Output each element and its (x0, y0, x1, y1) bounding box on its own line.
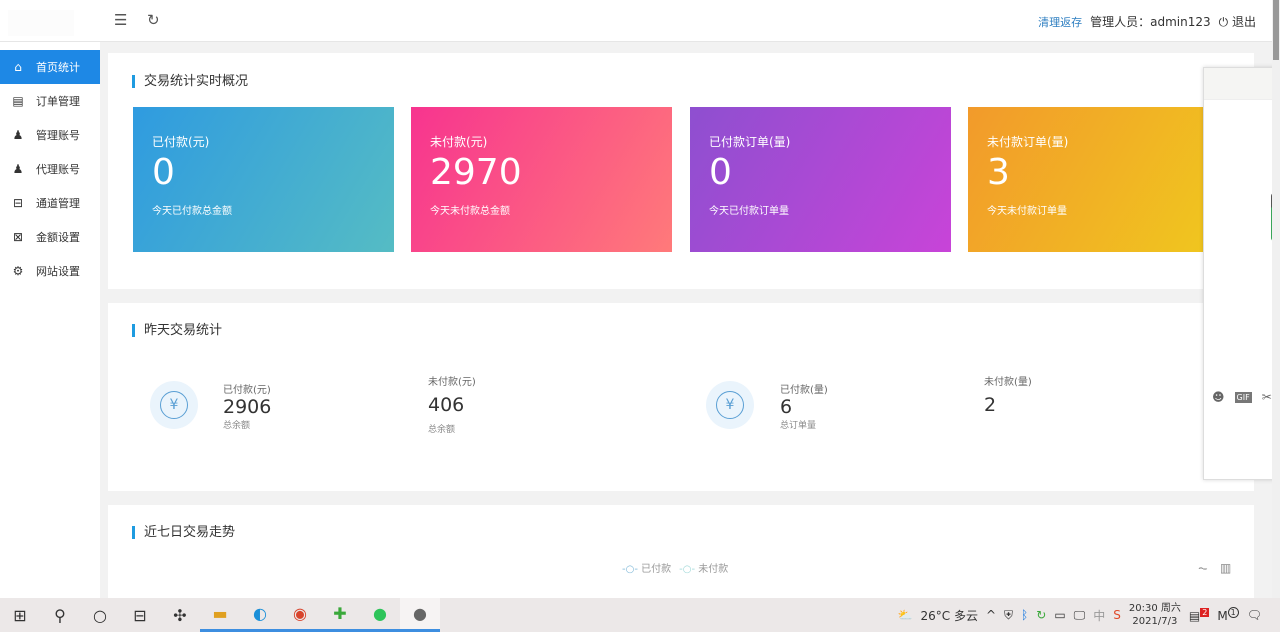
realtime-panel: 交易统计实时概况 已付款(元) 0 今天已付款总金额 未付款(元) 2970 今天未付款… (108, 53, 1254, 289)
app-icon[interactable]: ✣ (173, 605, 187, 625)
section-title: 昨天交易统计 (132, 324, 222, 337)
stat-card-unpaid-amount: 未付款(元) 2970 今天未付款总金额 (411, 107, 672, 252)
yesterday-panel: 昨天交易统计 ¥ 已付款(元) 2906 总余额 未付款(元) 406 总余额 ¥ 已付… (108, 303, 1254, 491)
section-title: 近七日交易走势 (132, 526, 235, 539)
task-view-icon[interactable]: ⊟ (133, 605, 147, 625)
chart-legend: -○- 已付款 -○- 未付款 (622, 560, 728, 575)
channel-icon: ⊟ (12, 196, 24, 210)
stat-paid-amount: 已付款(元) 2906 总余额 (223, 385, 272, 431)
logo (8, 10, 74, 36)
stat-unpaid-amount: 未付款(元) 406 总余额 (428, 377, 476, 435)
stat-card-paid-orders: 已付款订单(量) 0 今天已付款订单量 (690, 107, 951, 252)
edge-icon[interactable]: ◐ (240, 598, 280, 632)
notification-icon[interactable]: 🗨 (1246, 608, 1262, 622)
stat-card-unpaid-orders: 未付款订单(量) 3 今天未付款订单量 (968, 107, 1229, 252)
page-scrollbar[interactable] (1272, 0, 1280, 598)
weather-icon: ⛅ (897, 608, 913, 622)
top-header: ☰ ↻ 清理返存 管理人员：admin123 ⏻ 退出 (0, 0, 1272, 42)
user-gear-icon: ♟ (12, 162, 24, 176)
battery-icon[interactable]: ▭ (1054, 608, 1066, 622)
clock[interactable]: 20:30 周六 2021/7/3 (1128, 603, 1181, 627)
app-tray-icon[interactable]: ▤ 2 (1188, 607, 1210, 623)
sidebar-item-agent-accounts[interactable]: ♟ 代理账号 (0, 152, 100, 186)
clipboard-icon: ▤ (12, 94, 24, 108)
sidebar-item-home[interactable]: ⌂ 首页统计 (0, 50, 100, 84)
home-icon: ⌂ (14, 60, 22, 74)
sidebar-item-channels[interactable]: ⊟ 通道管理 (0, 186, 100, 220)
indent-icon[interactable]: ☰ (114, 11, 128, 29)
money-icon: ⊠ (12, 230, 24, 244)
gear-icon: ⚙ (12, 264, 24, 278)
section-title: 交易统计实时概况 (132, 75, 248, 88)
emoji-icon[interactable]: ☻ (1212, 390, 1225, 404)
file-explorer-icon[interactable]: ▬ (200, 598, 240, 632)
tray-expand-icon[interactable]: ^ (985, 608, 997, 622)
sogou-icon[interactable]: S (1113, 608, 1121, 622)
wechat-icon[interactable]: ● (360, 598, 400, 632)
network-icon[interactable]: 🖵 (1073, 607, 1086, 622)
ime-indicator[interactable]: 中 (1093, 608, 1106, 623)
sidebar-item-orders[interactable]: ▤ 订单管理 (0, 84, 100, 118)
yuan-icon: ¥ (150, 381, 198, 429)
yuan-icon: ¥ (706, 381, 754, 429)
cortana-icon[interactable]: ○ (93, 605, 107, 625)
sidebar-item-site-settings[interactable]: ⚙ 网站设置 (0, 254, 100, 288)
weather-text[interactable]: 26°C 多云 (920, 608, 978, 623)
windows-start-icon[interactable]: ⊞ (13, 605, 27, 625)
sidebar-item-admin-accounts[interactable]: ♟ 管理账号 (0, 118, 100, 152)
admin-label: 管理人员：admin123 (1090, 15, 1211, 29)
security-icon[interactable]: ⛨ (1004, 607, 1014, 622)
bar-chart-icon[interactable]: ▥ (1220, 561, 1232, 575)
sidebar-item-amount-settings[interactable]: ⊠ 金额设置 (0, 220, 100, 254)
sidebar: ⌂ 首页统计 ▤ 订单管理 ♟ 管理账号 ♟ 代理账号 ⊟ 通道管理 ⊠ 金额设置 ⚙ 网站设… (0, 42, 100, 598)
power-icon: ⏻ (1218, 15, 1229, 29)
stat-card-paid-amount: 已付款(元) 0 今天已付款总金额 (133, 107, 394, 252)
sync-icon[interactable]: ↻ (1036, 608, 1047, 622)
app-green-icon[interactable]: ✚ (320, 598, 360, 632)
chrome-icon[interactable]: ◉ (280, 598, 320, 632)
legend-unpaid[interactable]: -○- 未付款 (679, 564, 729, 575)
taskbar: ⊞ ⚲ ○ ⊟ ✣ ▬ ◐ ◉ ✚ ● ● ⛅ 26°C 多云 ^ ⛨ ᛒ ↻ … (0, 598, 1280, 632)
bluetooth-icon[interactable]: ᛒ (1021, 608, 1029, 622)
scissors-icon[interactable]: ✂ (1261, 390, 1272, 404)
refresh-icon[interactable]: ↻ (147, 11, 160, 29)
user-gear-icon: ♟ (12, 128, 24, 142)
chat-popup: ☻ GIF ✂ (1203, 67, 1280, 480)
legend-paid[interactable]: -○- 已付款 (622, 564, 672, 575)
line-chart-icon[interactable]: ⏦ (1198, 561, 1208, 575)
stat-unpaid-orders: 未付款(量) 2 (984, 377, 1032, 416)
search-icon[interactable]: ⚲ (54, 605, 66, 625)
logout-button[interactable]: ⏻ 退出 (1218, 15, 1256, 29)
clear-cache-link[interactable]: 清理返存 (1038, 15, 1083, 29)
gif-icon[interactable]: GIF (1234, 391, 1252, 403)
app-avatar-icon[interactable]: ● (400, 598, 440, 632)
stat-paid-orders: 已付款(量) 6 总订单量 (780, 385, 828, 431)
trend-panel: 近七日交易走势 -○- 已付款 -○- 未付款 ⏦ ▥ (108, 505, 1254, 598)
